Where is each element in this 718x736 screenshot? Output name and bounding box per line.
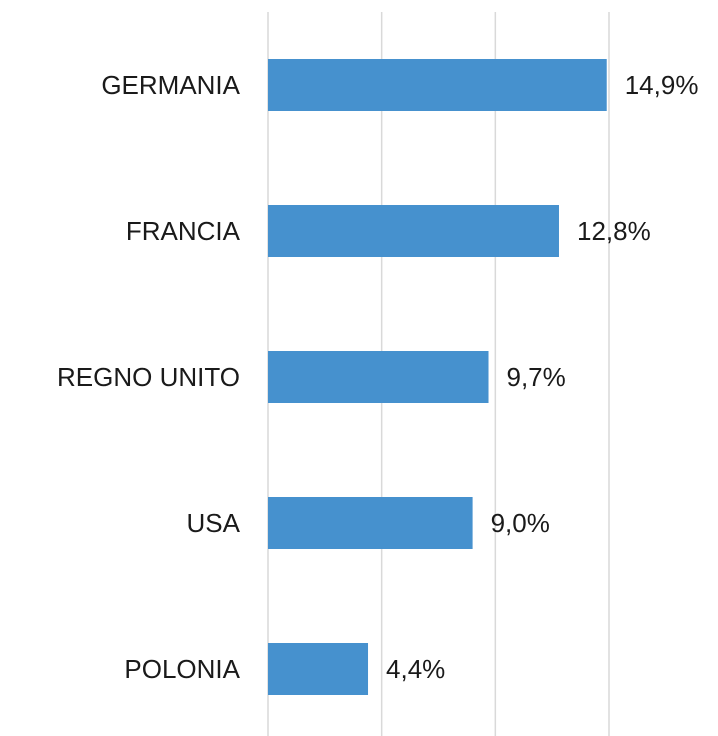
bar: [268, 351, 489, 403]
category-label: FRANCIA: [126, 216, 241, 246]
value-label: 9,0%: [491, 508, 550, 538]
category-label: GERMANIA: [101, 70, 240, 100]
category-label: USA: [187, 508, 241, 538]
bar: [268, 59, 607, 111]
value-label: 12,8%: [577, 216, 651, 246]
value-label: 4,4%: [386, 654, 445, 684]
bar: [268, 205, 559, 257]
bar: [268, 497, 473, 549]
category-label: POLONIA: [124, 654, 240, 684]
value-label: 14,9%: [625, 70, 699, 100]
category-label: REGNO UNITO: [57, 362, 240, 392]
bar: [268, 643, 369, 695]
value-label: 9,7%: [507, 362, 566, 392]
